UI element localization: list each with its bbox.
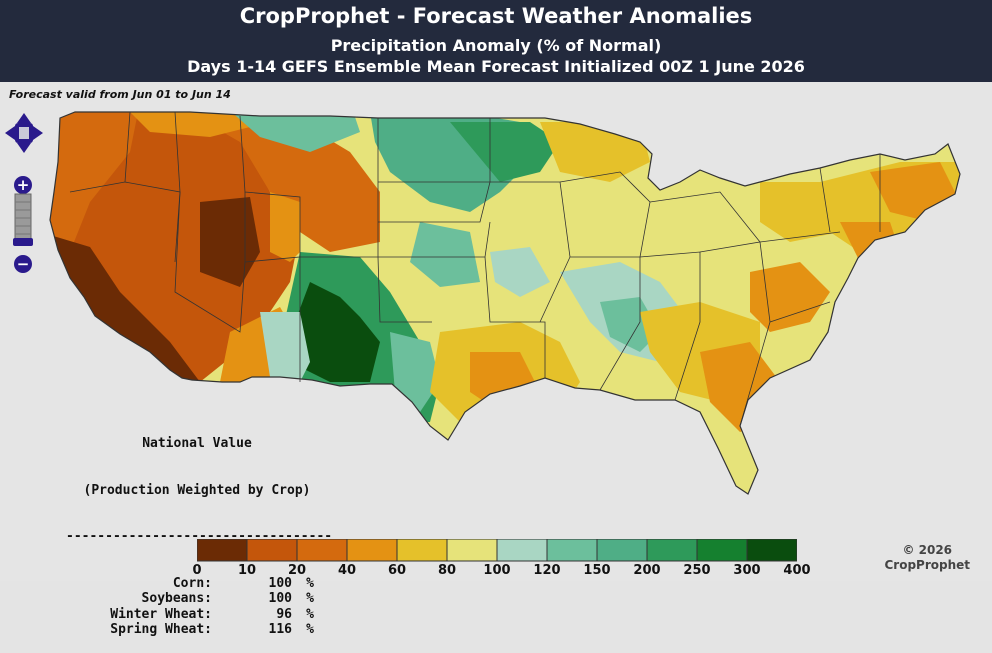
legend-bin bbox=[546, 539, 598, 562]
legend-tick-label: 80 bbox=[437, 563, 457, 578]
legend-tick-label: 40 bbox=[337, 563, 357, 578]
legend-tick-label: 10 bbox=[237, 563, 257, 578]
copyright-owner: CropProphet bbox=[884, 558, 970, 572]
legend-tick-label: 100 bbox=[483, 563, 511, 578]
legend-bin bbox=[496, 539, 548, 562]
zoom-out-button[interactable] bbox=[14, 255, 32, 273]
zoom-in-icon: + bbox=[17, 176, 30, 194]
region-nd-dark-green bbox=[450, 122, 560, 182]
legend-tick-label: 400 bbox=[783, 563, 811, 578]
region-west-texas bbox=[390, 332, 440, 412]
legend-tick-label: 200 bbox=[633, 563, 661, 578]
national-value-row: Soybeans: 100% bbox=[66, 591, 328, 607]
map-subtitle: Precipitation Anomaly (% of Normal) bbox=[330, 36, 662, 55]
color-legend bbox=[197, 539, 797, 562]
precipitation-anomaly-map[interactable] bbox=[0, 82, 992, 542]
legend-bin bbox=[596, 539, 648, 562]
region-carolinas-orange bbox=[750, 262, 830, 332]
crop-unit: % bbox=[306, 622, 314, 637]
zoom-control[interactable]: + − bbox=[12, 176, 34, 274]
forecast-valid-label: Forecast valid from Jun 01 to Jun 14 bbox=[9, 88, 231, 101]
pan-arrows-icon[interactable] bbox=[4, 112, 44, 154]
zoom-slider-handle[interactable] bbox=[13, 238, 33, 246]
crop-value: 116 bbox=[268, 622, 292, 637]
crop-label: Corn: bbox=[172, 575, 212, 591]
crop-label: Spring Wheat: bbox=[110, 622, 212, 637]
region-kansas-green bbox=[410, 222, 480, 287]
region-az-nm-border bbox=[260, 312, 310, 382]
region-northern-border bbox=[120, 112, 270, 137]
us-outline bbox=[49, 111, 961, 495]
national-value-row: Winter Wheat: 96% bbox=[66, 607, 328, 623]
crop-value: 96 bbox=[276, 606, 292, 622]
legend-bin bbox=[246, 539, 298, 562]
region-missouri-green bbox=[490, 247, 550, 297]
page-title: CropProphet - Forecast Weather Anomalies bbox=[239, 4, 753, 28]
zoom-out-icon: − bbox=[17, 255, 30, 273]
state-lines bbox=[69, 111, 881, 427]
legend-tick-label: 150 bbox=[583, 563, 611, 578]
legend-bin bbox=[296, 539, 348, 562]
region-pacific-nw bbox=[50, 112, 140, 282]
legend-tick-label: 120 bbox=[533, 563, 561, 578]
national-value-row: Spring Wheat: 116% bbox=[66, 622, 328, 638]
copyright-year: © 2026 bbox=[902, 543, 953, 557]
region-colorado bbox=[270, 192, 300, 262]
crop-value: 100 bbox=[268, 591, 292, 606]
national-value-subheading: (Production Weighted by Crop) bbox=[83, 482, 311, 498]
crop-label: Winter Wheat: bbox=[110, 606, 212, 622]
legend-bin bbox=[746, 539, 797, 562]
legend-bin bbox=[197, 539, 248, 562]
legend-tick-label: 300 bbox=[733, 563, 761, 578]
national-value-heading: National Value bbox=[142, 436, 252, 451]
legend-tick-label: 250 bbox=[683, 563, 711, 578]
crop-label: Soybeans: bbox=[141, 591, 212, 606]
copyright: © 2026 CropProphet bbox=[884, 543, 970, 573]
legend-bin bbox=[396, 539, 448, 562]
national-value-panel: National Value (Production Weighted by C… bbox=[66, 405, 332, 653]
legend-bin bbox=[346, 539, 398, 562]
legend-tick-label: 60 bbox=[387, 563, 407, 578]
region-new-mexico-dark bbox=[295, 282, 380, 382]
region-tennessee-green bbox=[600, 297, 660, 352]
region-ny-yellow bbox=[760, 182, 840, 242]
legend-bin bbox=[696, 539, 748, 562]
legend-bin bbox=[446, 539, 498, 562]
zoom-in-button[interactable] bbox=[14, 176, 32, 194]
legend-bin bbox=[646, 539, 698, 562]
legend-tick-label: 0 bbox=[192, 563, 202, 578]
crop-unit: % bbox=[306, 591, 314, 606]
header: CropProphet - Forecast Weather Anomalies… bbox=[0, 0, 992, 82]
forecast-subtitle: Days 1-14 GEFS Ensemble Mean Forecast In… bbox=[187, 57, 805, 76]
crop-unit: % bbox=[306, 606, 314, 622]
legend-tick-label: 20 bbox=[287, 563, 307, 578]
